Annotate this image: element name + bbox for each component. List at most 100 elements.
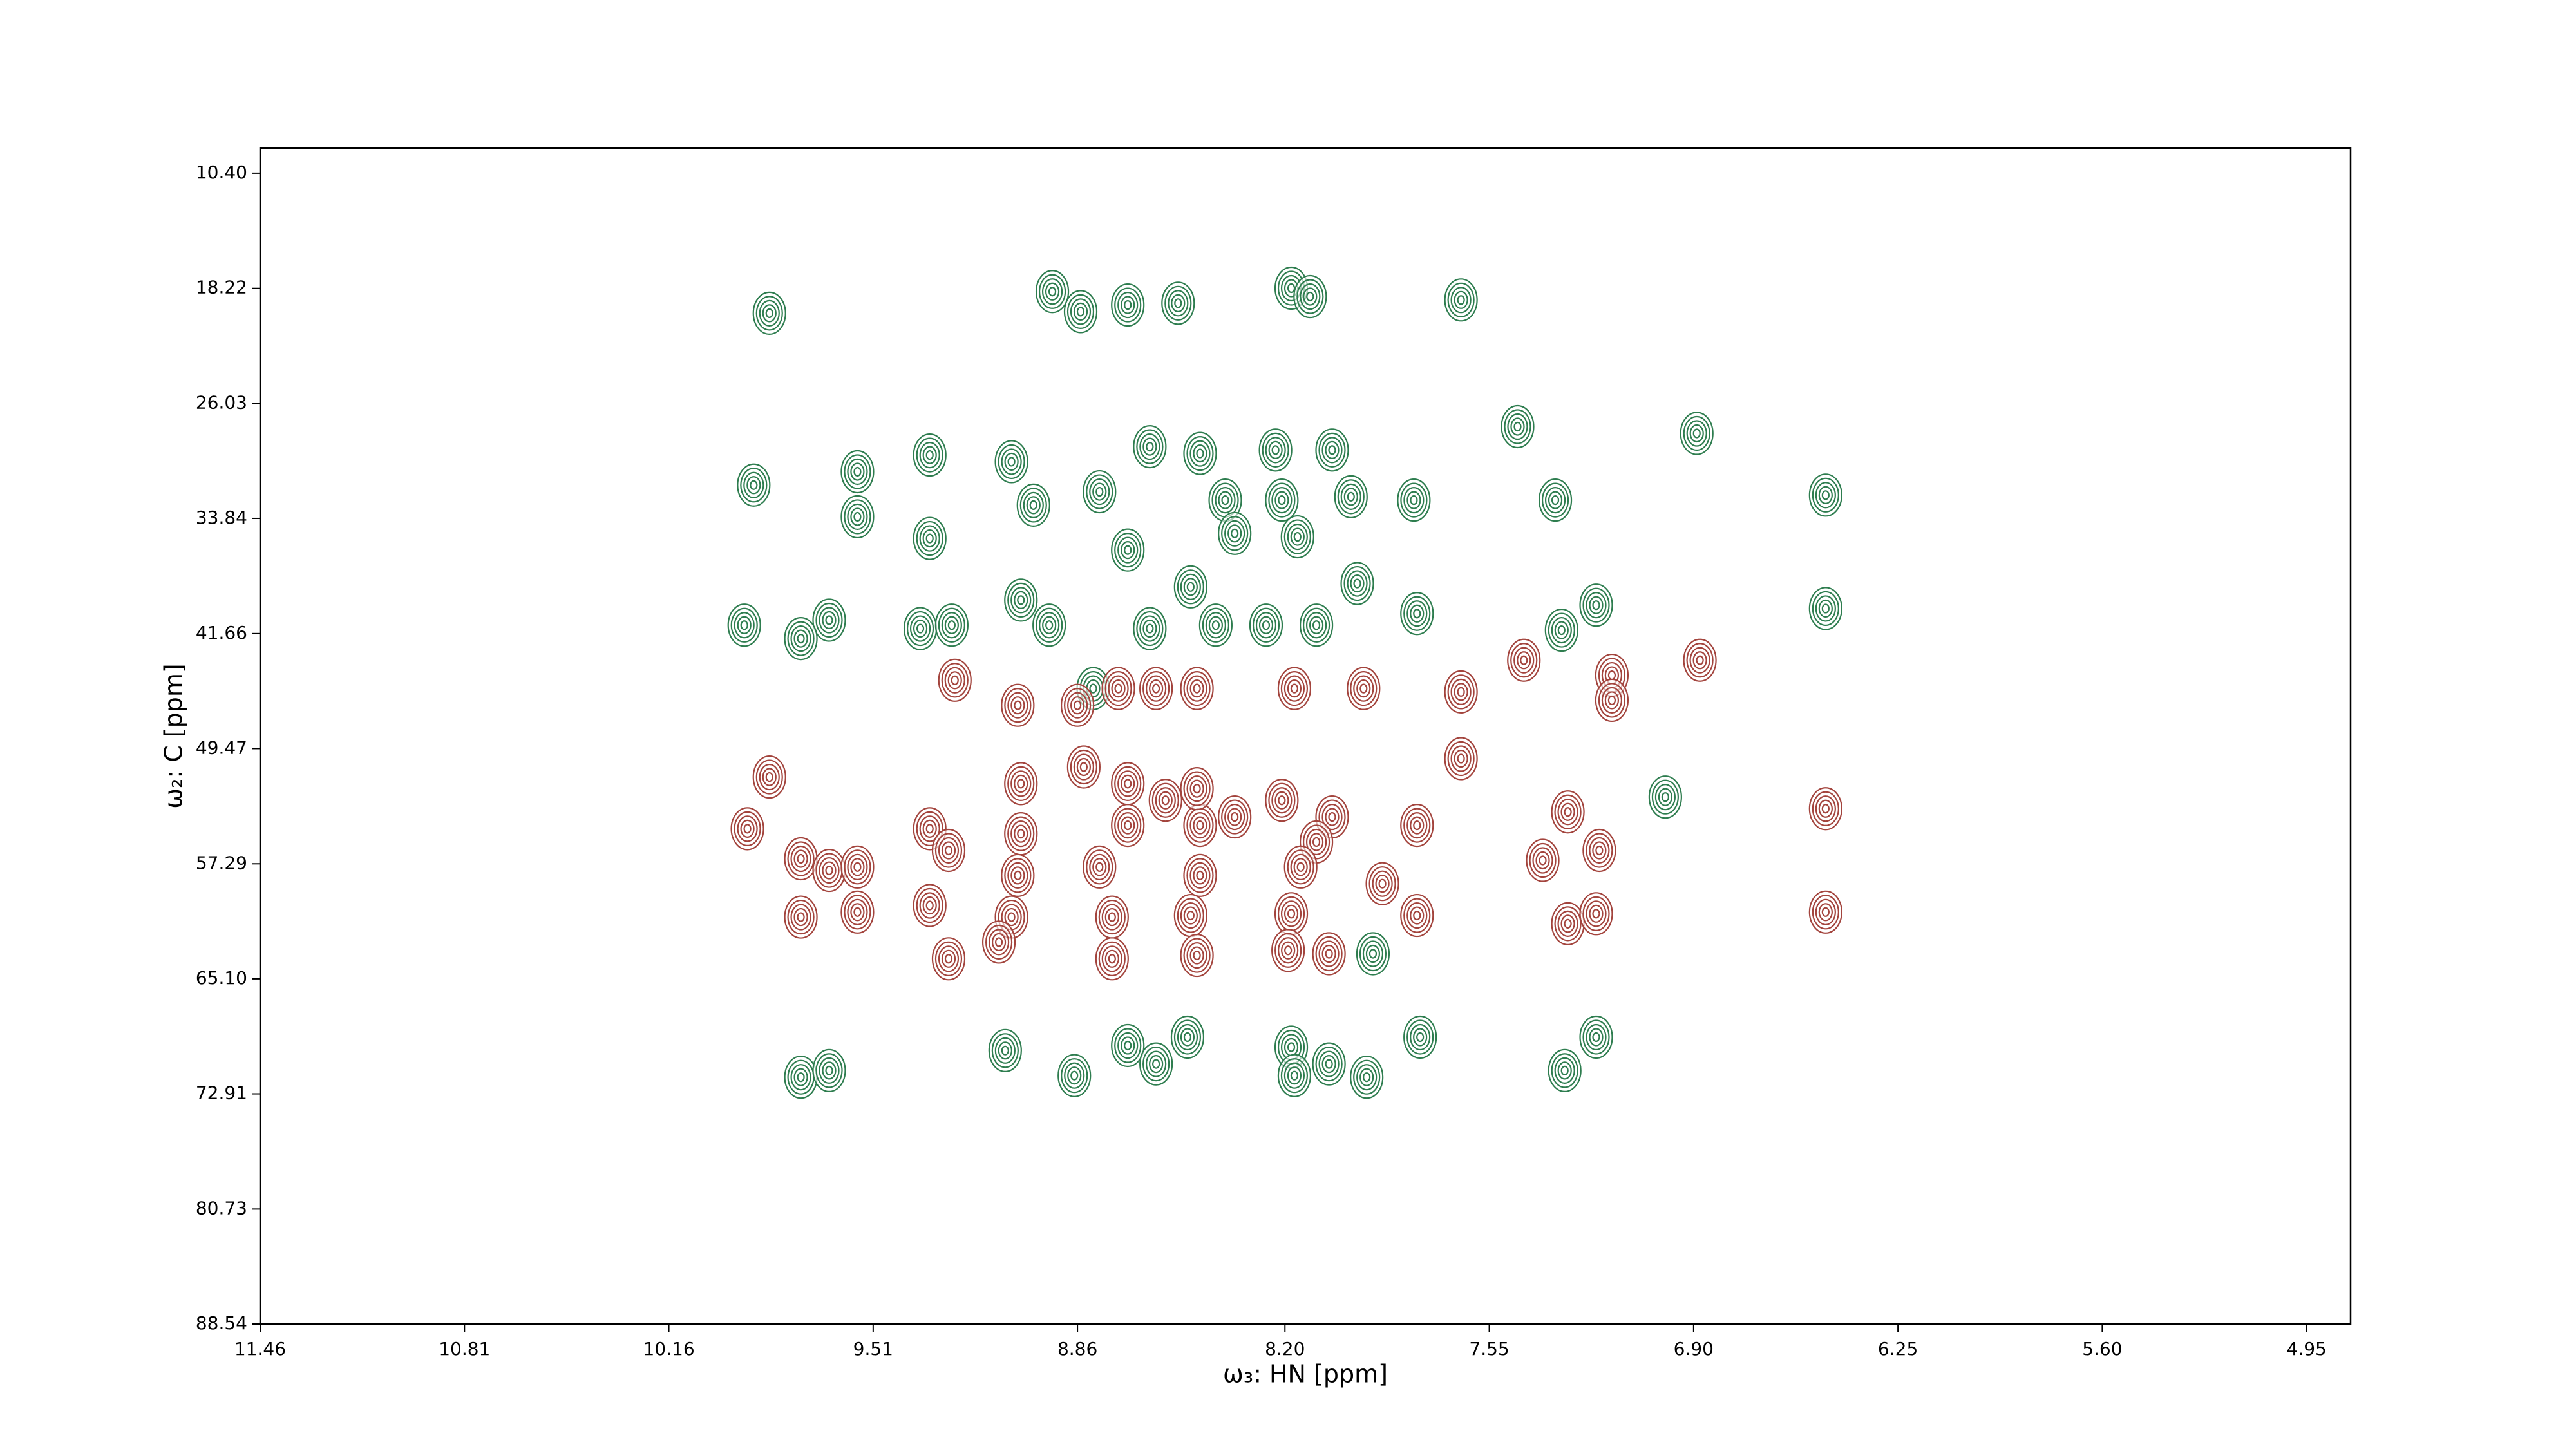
contour-ring xyxy=(1372,870,1393,897)
contour-ring xyxy=(1821,603,1830,614)
contour-ring xyxy=(1139,1042,1173,1086)
peak xyxy=(1111,528,1145,572)
peak xyxy=(1299,603,1334,647)
contour-ring xyxy=(1454,683,1468,701)
peak xyxy=(1551,902,1585,945)
contour-ring xyxy=(740,468,768,503)
contour-ring xyxy=(1413,609,1421,619)
contour-ring xyxy=(1450,678,1472,705)
contour-ring xyxy=(1315,1046,1343,1082)
peak xyxy=(1032,603,1066,647)
contour-ring xyxy=(1180,933,1214,978)
contour-ring xyxy=(913,619,928,638)
contour-ring xyxy=(1290,683,1299,694)
contour-ring xyxy=(1092,858,1107,876)
peak xyxy=(994,440,1028,484)
contour-ring xyxy=(1196,870,1204,880)
peak xyxy=(1218,511,1252,555)
contour-ring xyxy=(1312,932,1346,976)
contour-ring xyxy=(1544,608,1578,652)
contour-ring xyxy=(1001,853,1035,897)
contour-ring xyxy=(1007,816,1035,851)
contour-ring xyxy=(853,907,862,917)
contour-ring xyxy=(1070,696,1085,715)
contour-ring xyxy=(1560,1065,1569,1075)
contour-ring xyxy=(1683,638,1717,682)
contour-ring xyxy=(1173,1019,1202,1055)
contour-ring xyxy=(1592,841,1607,860)
contour-ring xyxy=(1183,938,1211,973)
peak xyxy=(1265,478,1299,522)
contour-ring xyxy=(922,896,937,915)
peak xyxy=(1139,667,1173,710)
contour-ring xyxy=(1277,667,1312,710)
contour-ring xyxy=(1312,620,1321,630)
contour-ring xyxy=(1183,771,1211,806)
contour-ring xyxy=(1290,527,1305,546)
contour-ring xyxy=(1121,541,1135,560)
contour-ring xyxy=(1076,757,1091,777)
contour-ring xyxy=(1117,1032,1139,1059)
contour-ring xyxy=(1551,495,1560,506)
contour-ring xyxy=(1089,478,1110,506)
peak xyxy=(938,658,972,702)
contour-ring xyxy=(1454,749,1468,768)
contour-ring xyxy=(1168,290,1189,317)
y-tick-label: 49.47 xyxy=(196,737,247,758)
contour-ring xyxy=(922,529,937,548)
contour-ring xyxy=(1579,1015,1613,1059)
peak xyxy=(1397,478,1431,522)
contour-ring xyxy=(1104,907,1119,927)
contour-ring xyxy=(850,858,865,876)
contour-ring xyxy=(840,495,875,539)
contour-ring xyxy=(1136,611,1164,647)
contour-ring xyxy=(1189,779,1204,798)
contour-ring xyxy=(1359,936,1387,972)
contour-ring xyxy=(1117,536,1139,564)
contour-ring xyxy=(1038,274,1066,309)
contour-ring xyxy=(1173,565,1208,609)
peak xyxy=(784,895,818,939)
contour-ring xyxy=(1815,482,1836,509)
contour-ring xyxy=(1334,475,1368,518)
contour-ring xyxy=(1365,944,1381,963)
peak xyxy=(812,598,846,642)
contour-ring xyxy=(793,849,808,868)
contour-ring xyxy=(1347,570,1368,597)
contour-ring xyxy=(853,511,862,522)
peak xyxy=(1183,853,1217,897)
contour-ring xyxy=(784,1056,818,1099)
contour-ring xyxy=(1347,491,1355,502)
contour-ring xyxy=(1403,596,1431,631)
contour-ring xyxy=(1454,290,1468,309)
y-tick-label: 88.54 xyxy=(196,1312,247,1334)
contour-ring xyxy=(1271,445,1280,455)
contour-ring xyxy=(1287,849,1314,885)
contour-ring xyxy=(840,890,875,934)
x-tick-label: 6.90 xyxy=(1674,1338,1714,1359)
peak xyxy=(1365,862,1399,905)
contour-ring xyxy=(919,442,940,469)
contour-ring xyxy=(934,603,969,647)
contour-ring xyxy=(1001,448,1022,475)
contour-ring xyxy=(1278,937,1299,964)
contour-ring xyxy=(1586,1023,1607,1051)
peak xyxy=(1180,933,1214,978)
contour-ring xyxy=(1189,946,1204,965)
peak xyxy=(1218,795,1252,839)
contour-ring xyxy=(1064,688,1092,723)
contour-ring xyxy=(1648,775,1682,819)
contour-ring xyxy=(1268,440,1283,459)
contour-ring xyxy=(840,450,875,494)
contour-ring xyxy=(1066,294,1095,329)
contour-ring xyxy=(847,898,868,925)
contour-ring xyxy=(793,907,808,927)
contour-ring xyxy=(1098,941,1126,976)
peak xyxy=(1095,937,1129,981)
contour-ring xyxy=(1193,784,1201,794)
contour-ring xyxy=(1035,270,1070,314)
contour-ring xyxy=(1014,824,1028,843)
contour-ring xyxy=(1532,847,1553,874)
contour-ring xyxy=(1007,912,1016,922)
contour-ring xyxy=(1557,799,1578,826)
